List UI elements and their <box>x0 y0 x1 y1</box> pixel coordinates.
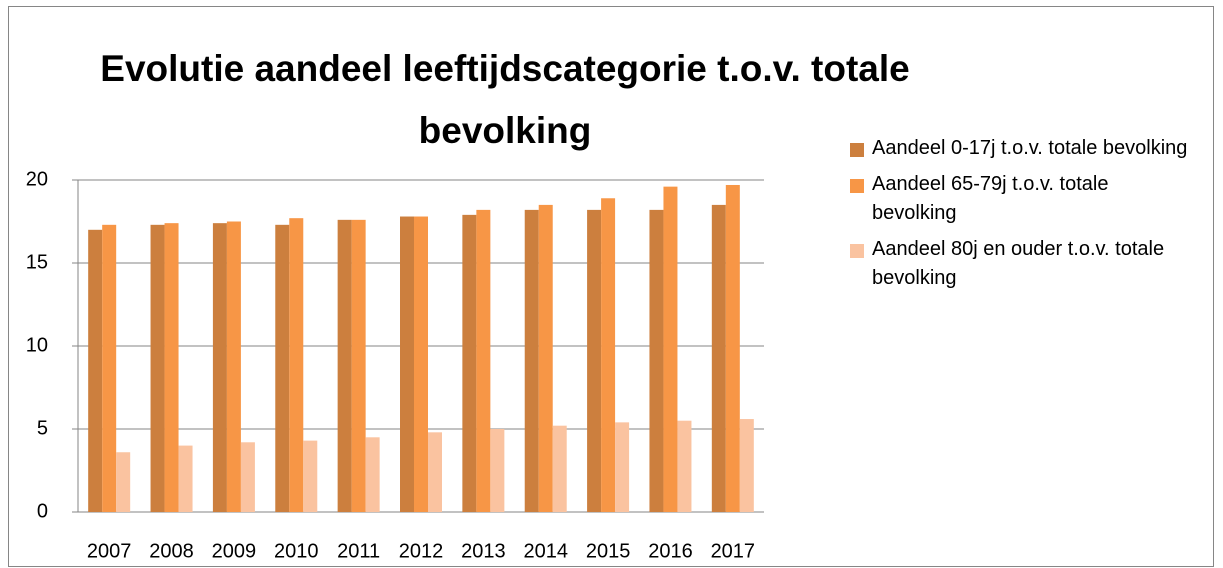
bar <box>212 223 227 512</box>
legend-item: Aandeel 65-79j t.o.v. totale bevolking <box>850 170 1190 228</box>
bar <box>88 229 103 513</box>
bar <box>615 422 630 512</box>
x-tick-label: 2016 <box>648 540 693 562</box>
bar <box>351 219 366 512</box>
bar <box>739 419 754 512</box>
bar <box>524 209 539 512</box>
bar <box>649 209 664 512</box>
x-tick-label: 2015 <box>586 540 631 562</box>
legend-swatch <box>850 179 864 193</box>
y-tick-label: 5 <box>37 417 48 439</box>
legend-item: Aandeel 0-17j t.o.v. totale bevolking <box>850 134 1190 163</box>
bar <box>400 216 414 512</box>
legend-item: Aandeel 80j en ouder t.o.v. totale bevol… <box>850 235 1190 293</box>
bar <box>164 223 179 512</box>
bar <box>289 218 304 512</box>
bar <box>102 224 117 512</box>
legend-label: Aandeel 0-17j t.o.v. totale bevolking <box>872 137 1188 159</box>
x-tick-label: 2013 <box>461 540 506 562</box>
x-tick-label: 2014 <box>523 540 568 562</box>
x-tick-label: 2017 <box>711 540 756 562</box>
bar <box>428 432 442 512</box>
bar <box>150 224 165 512</box>
bar <box>303 440 318 512</box>
chart-frame <box>8 6 1214 567</box>
bar <box>240 442 255 512</box>
bar <box>414 216 428 512</box>
legend-swatch <box>850 244 864 258</box>
bar <box>275 224 290 512</box>
bar <box>476 209 491 512</box>
bar <box>725 184 740 513</box>
x-tick-label: 2008 <box>149 540 194 562</box>
bar <box>178 445 193 512</box>
legend-swatch <box>850 143 864 157</box>
bar <box>337 219 352 512</box>
bar <box>365 437 380 512</box>
legend-label: Aandeel 80j en ouder t.o.v. totale bevol… <box>872 238 1165 289</box>
y-tick-label: 10 <box>26 334 48 356</box>
x-tick-label: 2011 <box>337 540 380 562</box>
x-tick-label: 2010 <box>274 540 319 562</box>
bar <box>601 198 616 512</box>
bar <box>116 452 131 512</box>
bar <box>490 429 505 512</box>
legend: Aandeel 0-17j t.o.v. totale bevolking Aan… <box>850 134 1190 300</box>
bar <box>587 209 602 512</box>
bar <box>226 221 241 512</box>
bar <box>677 420 692 512</box>
legend-label: Aandeel 65-79j t.o.v. totale bevolking <box>872 173 1109 224</box>
y-tick-label: 20 <box>26 168 48 190</box>
bar <box>552 425 567 512</box>
y-tick-label: 0 <box>37 500 48 522</box>
y-tick-label: 15 <box>26 251 48 273</box>
bar <box>538 204 553 512</box>
chart-title: Evolutie aandeel leeftijdscategorie t.o.… <box>100 48 910 151</box>
x-tick-label: 2012 <box>399 540 444 562</box>
bar <box>711 204 726 512</box>
x-tick-label: 2007 <box>87 540 132 562</box>
bar <box>663 186 678 512</box>
x-tick-label: 2009 <box>212 540 257 562</box>
bar <box>462 214 477 513</box>
